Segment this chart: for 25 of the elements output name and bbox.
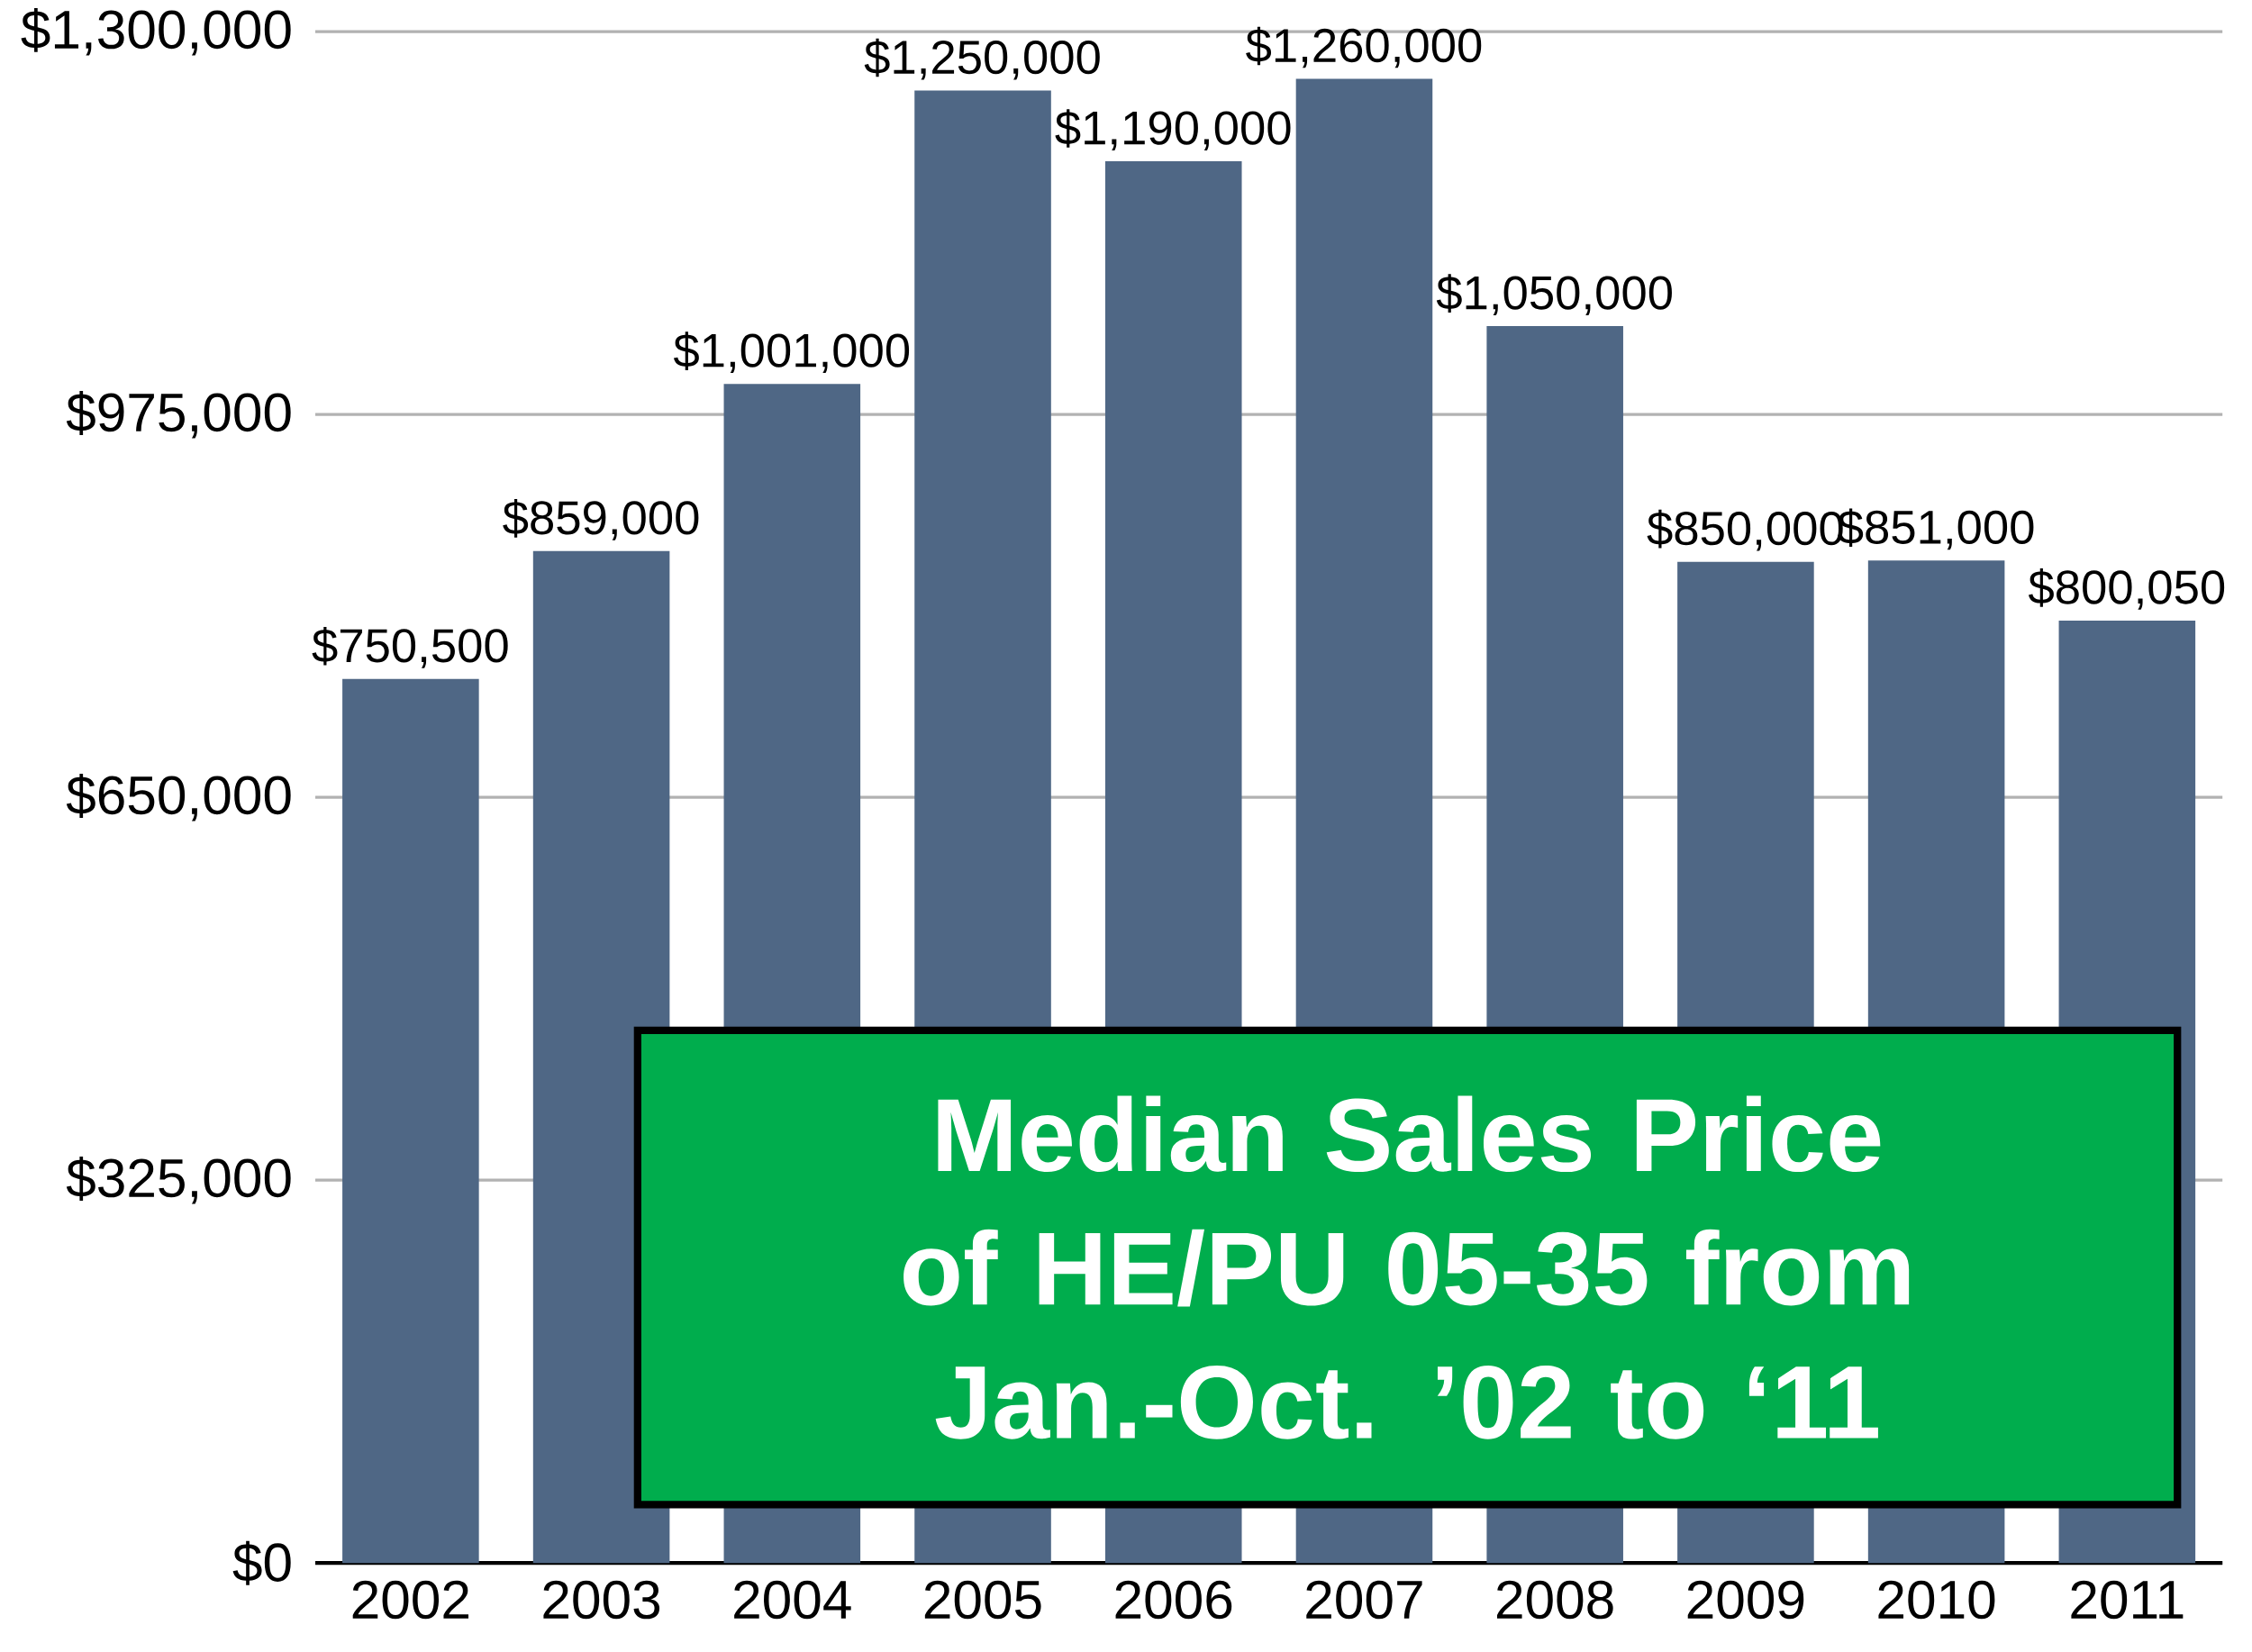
chart-title: Median Sales Price of HE/PU 05-35 from Jan.-Oct. ’02 to ‘11 [904, 1095, 1910, 1439]
y-tick-label: $325,000 [66, 1157, 291, 1204]
data-label: $1,250,000 [864, 38, 1100, 80]
x-tick-label: 2008 [1497, 1580, 1613, 1620]
x-tick-label: 2011 [2071, 1580, 2184, 1620]
x-tick-label: 2004 [734, 1580, 851, 1620]
y-tick-label: $0 [232, 1540, 291, 1585]
data-label: $750,500 [312, 627, 508, 668]
x-tick-label: 2009 [1687, 1580, 1804, 1620]
x-tick-label: 2005 [924, 1580, 1041, 1620]
data-label: $1,050,000 [1436, 274, 1672, 316]
bar [342, 678, 479, 1564]
x-tick-label: 2003 [543, 1580, 660, 1620]
y-tick-label: $975,000 [66, 391, 291, 439]
data-label: $800,050 [2029, 568, 2225, 611]
y-tick-label: $1,300,000 [21, 8, 291, 56]
x-tick-label: 2006 [1115, 1580, 1232, 1620]
x-tick-label: 2002 [352, 1580, 469, 1620]
x-tick-label: 2007 [1306, 1580, 1422, 1620]
data-label: $1,190,000 [1055, 109, 1291, 151]
data-label: $1,001,000 [673, 331, 910, 374]
data-label: $859,000 [503, 499, 699, 540]
y-tick-label: $650,000 [66, 774, 291, 821]
data-label: $1,260,000 [1246, 26, 1482, 68]
x-tick-label: 2010 [1878, 1580, 1995, 1620]
